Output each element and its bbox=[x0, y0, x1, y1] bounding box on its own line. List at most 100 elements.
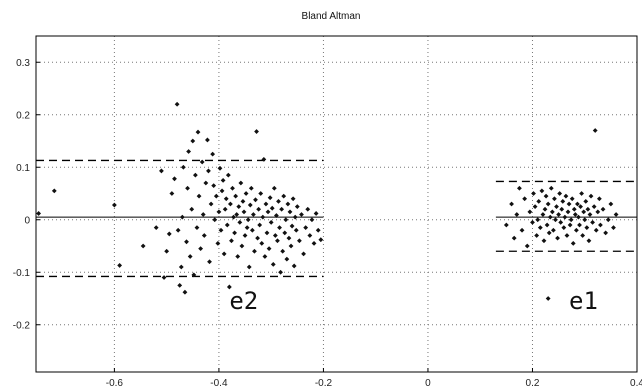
data-point-e1 bbox=[585, 206, 591, 212]
data-point-e1 bbox=[511, 235, 517, 241]
data-point-e1 bbox=[563, 193, 569, 199]
data-point-e1 bbox=[579, 191, 585, 196]
data-point-e2 bbox=[218, 227, 224, 233]
data-point-e1 bbox=[565, 209, 571, 215]
data-point-e1 bbox=[543, 193, 549, 199]
data-point-e1 bbox=[534, 233, 540, 238]
data-point-e1 bbox=[571, 206, 577, 212]
data-point-e1 bbox=[558, 219, 564, 225]
data-point-e1 bbox=[593, 227, 599, 233]
data-point-e1 bbox=[540, 212, 546, 217]
data-point-e2 bbox=[311, 240, 317, 246]
tick-labels: -0.6 -0.4 -0.2 0 0.2 0.4 -0.2 -0.1 0 0.1 0.2 0.3 bbox=[13, 58, 642, 389]
data-point-e1 bbox=[568, 217, 574, 223]
data-point-e1 bbox=[573, 227, 579, 233]
plot-frame bbox=[35, 35, 638, 373]
data-point-e1 bbox=[522, 196, 528, 202]
data-point-e2 bbox=[281, 193, 287, 199]
data-point-e2 bbox=[245, 217, 251, 223]
data-point-e1 bbox=[577, 222, 582, 228]
data-point-e1 bbox=[590, 219, 595, 225]
data-point-e2 bbox=[199, 159, 205, 165]
data-point-e1 bbox=[598, 222, 603, 228]
data-point-e1 bbox=[605, 217, 611, 223]
data-point-e2 bbox=[191, 272, 197, 278]
data-point-e2 bbox=[313, 211, 319, 216]
group-label-e1: e1 bbox=[569, 287, 598, 315]
data-point-e2 bbox=[262, 254, 268, 259]
data-point-e1 bbox=[559, 206, 565, 212]
data-point-e2 bbox=[246, 264, 252, 270]
data-point-e2 bbox=[229, 238, 234, 244]
data-point-e1 bbox=[561, 225, 567, 231]
data-point-e2 bbox=[216, 209, 222, 215]
data-point-e1 bbox=[517, 185, 522, 191]
data-point-e2 bbox=[282, 230, 288, 236]
data-point-e2 bbox=[267, 195, 273, 201]
data-point-e2 bbox=[117, 263, 123, 268]
data-point-e2 bbox=[287, 209, 293, 215]
data-point-e1 bbox=[587, 212, 593, 217]
data-point-e2 bbox=[280, 248, 286, 254]
data-point-e2 bbox=[318, 237, 324, 243]
data-point-e1 bbox=[578, 204, 583, 210]
data-point-e2 bbox=[195, 129, 201, 135]
data-point-e1 bbox=[541, 238, 547, 244]
data-point-e1 bbox=[537, 225, 543, 231]
data-point-e2 bbox=[201, 233, 207, 238]
data-point-e2 bbox=[215, 240, 221, 246]
data-point-e2 bbox=[315, 227, 321, 233]
data-point-e2 bbox=[242, 233, 248, 238]
data-point-e1 bbox=[531, 191, 536, 196]
x-tick-label: 0.2 bbox=[526, 378, 540, 389]
data-point-e2 bbox=[190, 138, 196, 144]
data-point-e2 bbox=[255, 235, 260, 241]
data-point-e1 bbox=[546, 230, 552, 236]
x-tick-label: -0.2 bbox=[315, 378, 333, 389]
data-point-e2 bbox=[241, 209, 247, 215]
data-point-e1 bbox=[532, 204, 538, 210]
data-point-e1 bbox=[509, 201, 514, 207]
data-point-e2 bbox=[236, 204, 242, 210]
data-point-e1 bbox=[553, 217, 558, 223]
data-point-e1 bbox=[580, 233, 586, 238]
data-point-e2 bbox=[292, 214, 298, 220]
data-point-e2 bbox=[177, 282, 183, 288]
data-point-e2 bbox=[184, 239, 189, 245]
reference-lines bbox=[36, 159, 637, 278]
data-point-e1 bbox=[548, 185, 554, 191]
data-point-e1 bbox=[514, 212, 520, 217]
data-point-e2 bbox=[206, 168, 211, 174]
data-point-e2 bbox=[244, 225, 250, 231]
data-point-e2 bbox=[232, 230, 237, 236]
data-point-e1 bbox=[564, 233, 570, 238]
data-point-e1 bbox=[613, 212, 619, 217]
data-point-e2 bbox=[240, 198, 246, 204]
data-point-e2 bbox=[257, 222, 263, 228]
data-point-e2 bbox=[111, 202, 117, 208]
data-point-e1 bbox=[592, 128, 598, 133]
y-tick-label: 0.1 bbox=[16, 163, 30, 174]
data-point-e2 bbox=[51, 188, 57, 194]
data-point-e2 bbox=[269, 205, 275, 211]
data-point-e1 bbox=[556, 212, 562, 217]
data-point-e2 bbox=[194, 225, 200, 231]
data-point-e2 bbox=[309, 217, 315, 223]
data-point-e2 bbox=[219, 188, 225, 194]
data-point-e2 bbox=[237, 219, 243, 225]
data-point-e2 bbox=[291, 263, 297, 269]
y-tick-label: -0.1 bbox=[13, 268, 31, 279]
data-point-e2 bbox=[307, 233, 313, 238]
data-point-e1 bbox=[591, 204, 597, 210]
data-point-e2 bbox=[305, 206, 311, 212]
data-point-e2 bbox=[265, 209, 271, 215]
data-point-e1 bbox=[549, 209, 555, 215]
data-point-e1 bbox=[535, 217, 541, 223]
x-tick-label: -0.6 bbox=[106, 378, 124, 389]
y-tick-label: 0.2 bbox=[16, 110, 30, 121]
data-point-e2 bbox=[196, 193, 202, 199]
data-point-e1 bbox=[555, 235, 560, 241]
chart-title: Bland Altman bbox=[302, 11, 361, 22]
data-point-e2 bbox=[210, 151, 216, 157]
data-point-e1 bbox=[584, 225, 590, 231]
